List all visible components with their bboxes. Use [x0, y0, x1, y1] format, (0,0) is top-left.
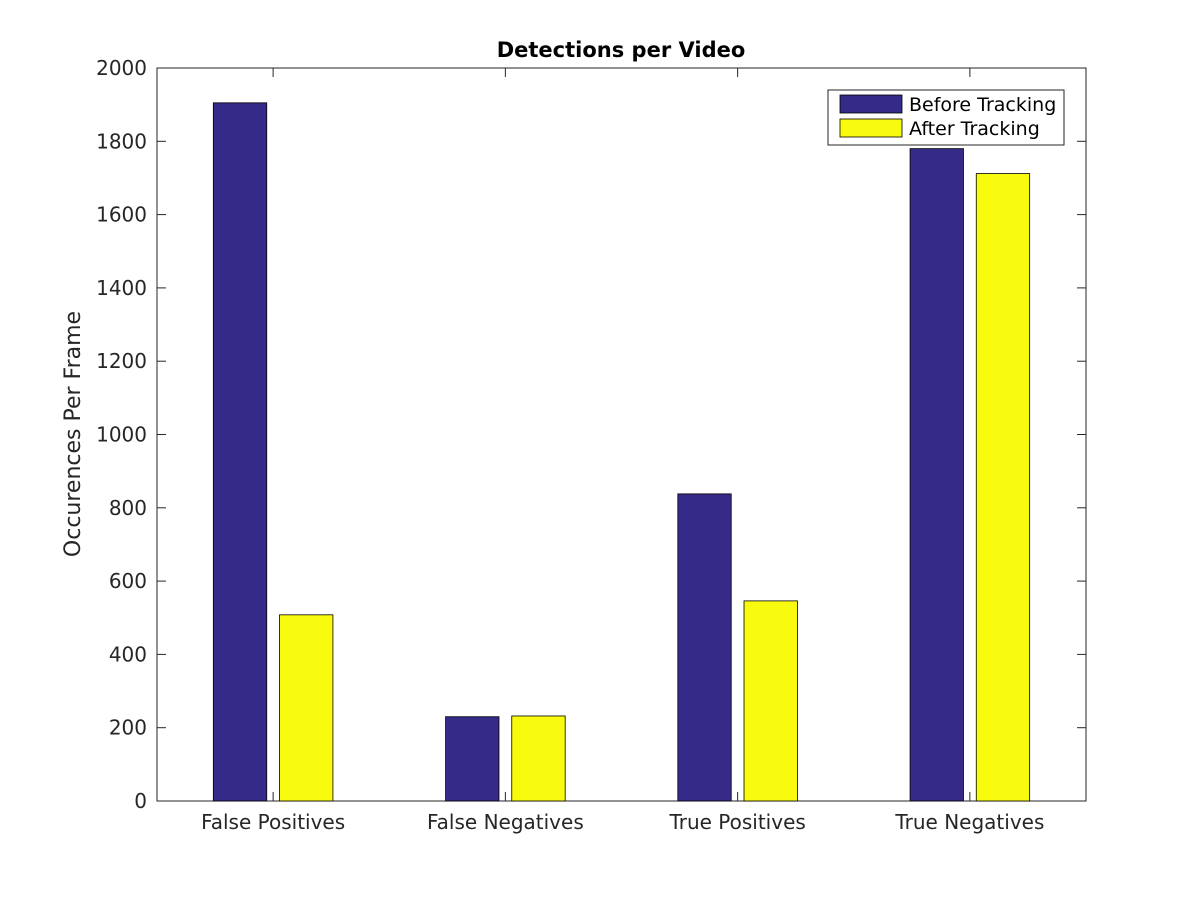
bar-series-1 — [279, 173, 1031, 802]
chart-title: Detections per Video — [497, 38, 746, 62]
bar-series-group — [212, 102, 1031, 802]
legend-swatch — [839, 94, 903, 114]
legend-swatch — [839, 118, 903, 138]
bar — [743, 600, 798, 802]
y-tick-label: 2000 — [96, 56, 147, 80]
y-tick-label: 0 — [134, 789, 147, 813]
bar — [212, 102, 268, 802]
legend-label: Before Tracking — [909, 94, 1056, 116]
y-tick-label: 600 — [109, 569, 147, 593]
y-tick-label: 1600 — [96, 203, 147, 227]
bar — [511, 715, 566, 802]
x-axis: False Positives False Negatives True Posit… — [201, 68, 1044, 834]
x-tick-label: True Positives — [668, 810, 805, 834]
y-axis-title: Occurences Per Frame — [61, 311, 86, 557]
bar — [279, 614, 334, 802]
bar — [677, 493, 732, 802]
y-axis: 0 200 400 600 800 1000 1200 1400 1600 1800 2000 — [96, 56, 1086, 813]
x-tick-label: False Positives — [201, 810, 345, 834]
y-tick-label: 800 — [109, 496, 147, 520]
x-tick-label: False Negatives — [427, 810, 584, 834]
bar — [909, 148, 964, 802]
x-tick-label: True Negatives — [894, 810, 1044, 834]
bar-series-0 — [212, 102, 964, 802]
bar — [975, 173, 1031, 802]
y-tick-label: 1800 — [96, 129, 147, 153]
bar — [445, 716, 500, 802]
y-tick-label: 1400 — [96, 276, 147, 300]
y-tick-label: 400 — [109, 642, 147, 666]
y-tick-label: 1000 — [96, 423, 147, 447]
y-tick-label: 200 — [109, 716, 147, 740]
legend-label: After Tracking — [909, 118, 1040, 140]
y-tick-label: 1200 — [96, 349, 147, 373]
